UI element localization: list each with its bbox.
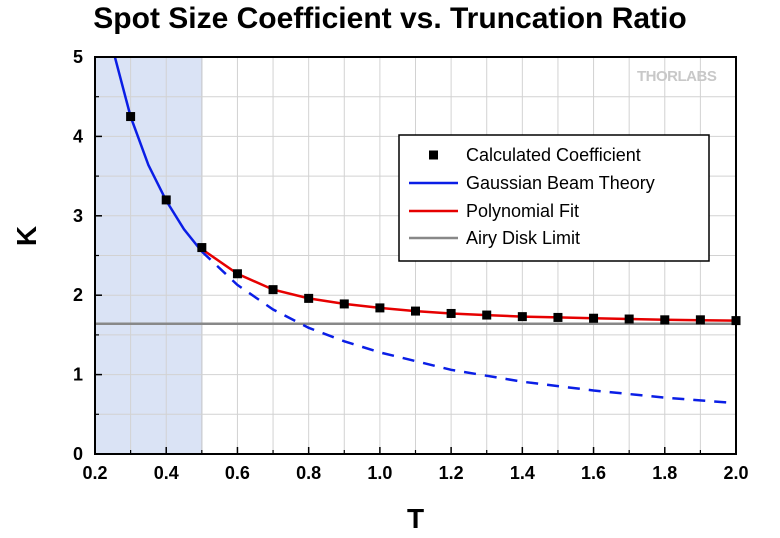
thorlabs-watermark: THORLABS [637, 68, 717, 85]
data-point-marker [695, 315, 705, 325]
y-tick-label: 5 [73, 47, 83, 67]
data-point-marker [126, 112, 136, 122]
data-point-marker [553, 312, 563, 322]
x-axis-label: T [407, 503, 424, 534]
data-point-marker [161, 195, 171, 205]
x-tick-label: 2.0 [723, 463, 748, 483]
legend-label: Gaussian Beam Theory [466, 173, 655, 193]
series-gaussian-beam-theory-solid [113, 57, 203, 253]
data-point-marker [660, 315, 670, 325]
y-tick-label: 1 [73, 365, 83, 385]
chart-title: Spot Size Coefficient vs. Truncation Rat… [93, 2, 687, 35]
y-tick-label: 0 [73, 444, 83, 464]
y-tick-label: 3 [73, 206, 83, 226]
x-tick-label: 1.2 [439, 463, 464, 483]
data-point-marker [624, 314, 634, 324]
x-tick-label: 0.2 [82, 463, 107, 483]
x-tick-label: 1.8 [652, 463, 677, 483]
tick-layer: 0.2 0.4 0.6 0.8 1.0 1.2 1.4 1.6 1.8 2.0 0 1 2 3 4 5 [73, 47, 749, 483]
data-point-marker [232, 269, 242, 279]
y-tick-label: 4 [73, 126, 83, 146]
legend-swatch-marker [429, 150, 438, 160]
data-point-marker [446, 308, 456, 318]
x-tick-label: 1.6 [581, 463, 606, 483]
series-polynomial-fit [201, 248, 736, 322]
legend-label: Airy Disk Limit [466, 228, 580, 248]
data-point-marker [411, 306, 420, 316]
legend-box [398, 134, 710, 262]
series-layer [95, 57, 741, 405]
x-tick-label: 1.0 [367, 463, 392, 483]
data-point-marker [482, 310, 492, 320]
data-point-marker [517, 312, 527, 322]
x-tick-label: 0.4 [154, 463, 179, 483]
data-point-marker [589, 313, 599, 323]
legend-label: Polynomial Fit [466, 201, 579, 221]
legend: Calculated Coefficient Gaussian Beam Theo… [398, 134, 710, 262]
y-axis-label: K [11, 226, 42, 246]
data-point-marker [375, 303, 385, 313]
y-tick-label: 2 [73, 285, 83, 305]
x-tick-label: 0.6 [225, 463, 250, 483]
x-tick-label: 1.4 [510, 463, 535, 483]
legend-label: Calculated Coefficient [466, 145, 641, 165]
data-point-marker [197, 243, 207, 253]
data-point-marker [304, 293, 314, 303]
series-gaussian-beam-theory-dashed [200, 250, 736, 405]
data-point-marker [268, 285, 278, 295]
x-tick-label: 0.8 [296, 463, 321, 483]
data-point-marker [339, 299, 349, 309]
